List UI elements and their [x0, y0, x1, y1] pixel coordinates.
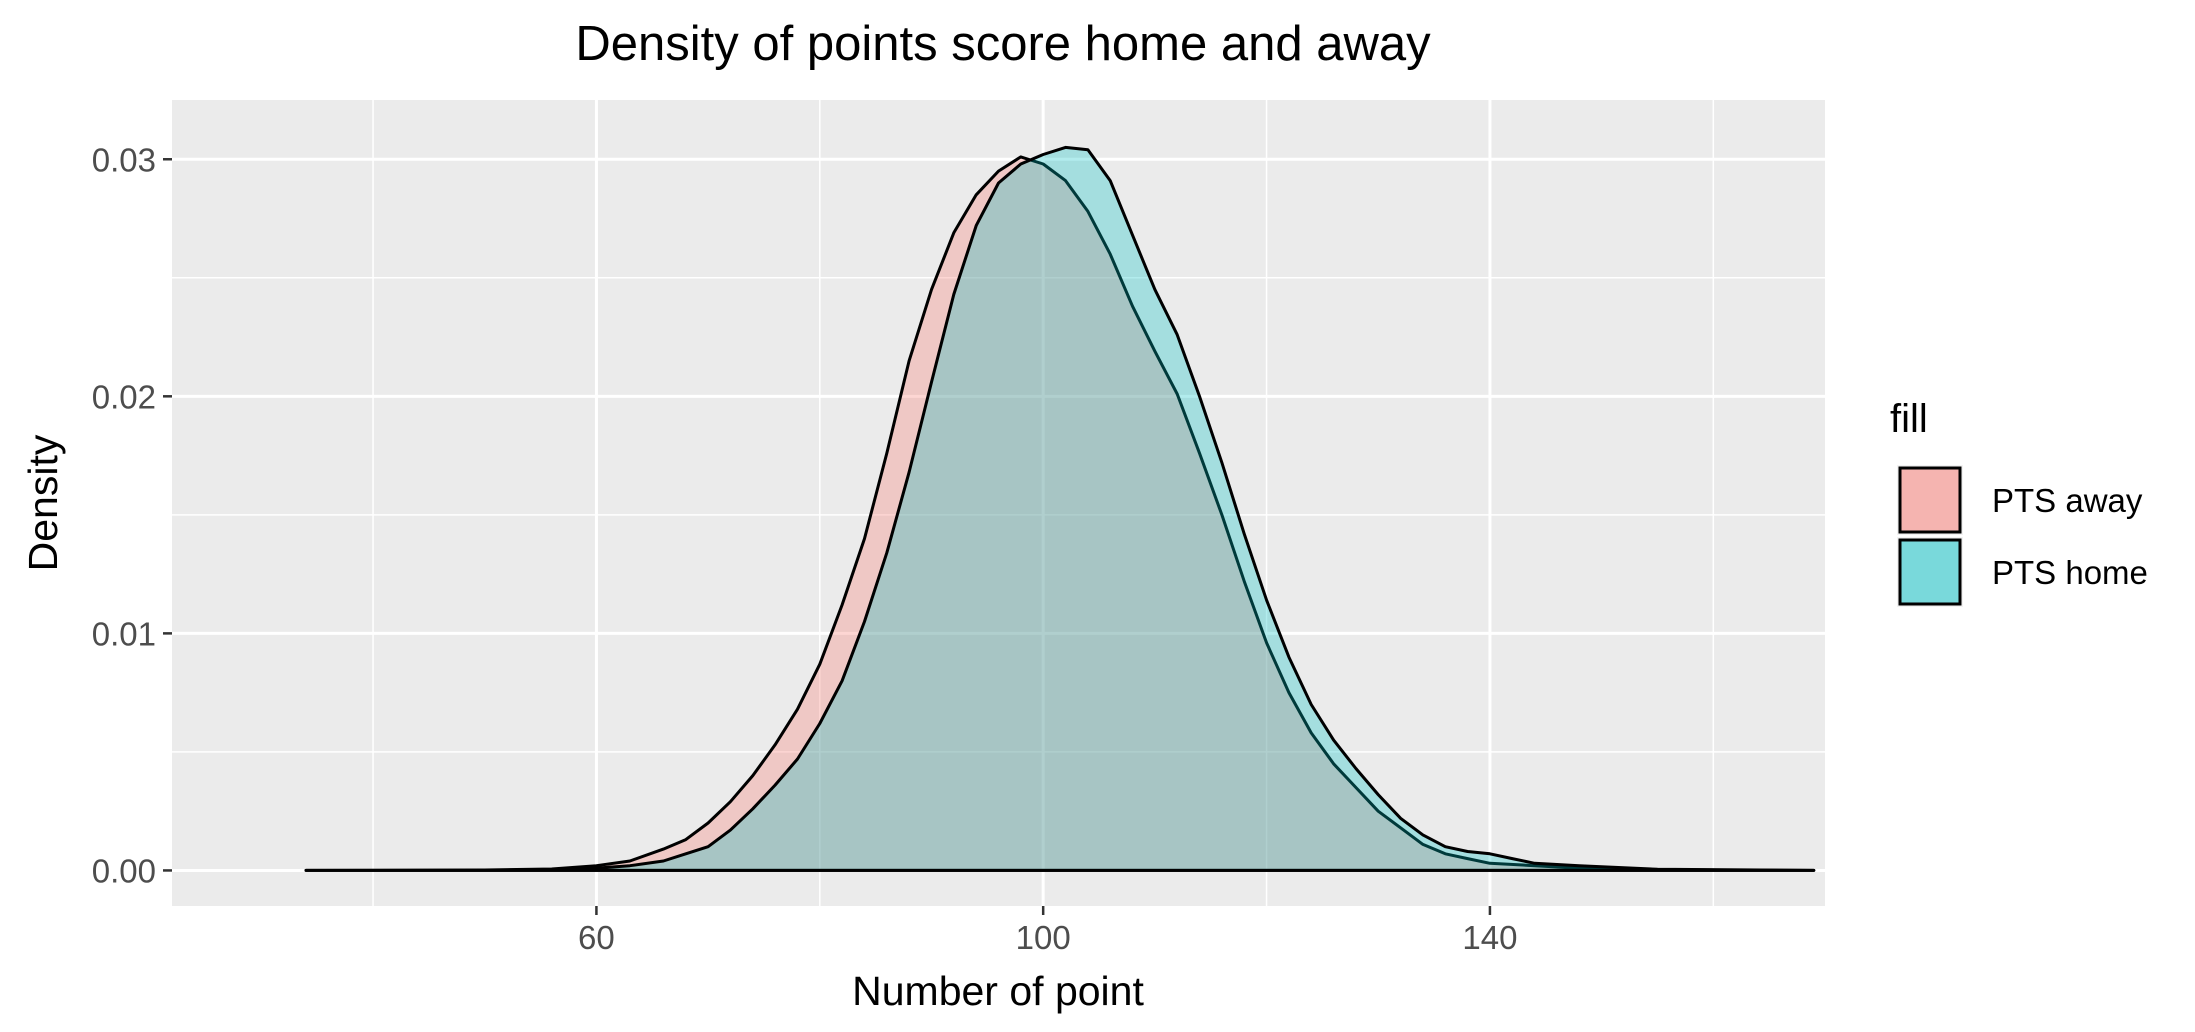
y-axis: 0.00 0.01 0.02 0.03 — [92, 141, 172, 889]
x-axis-title: Number of point — [852, 968, 1144, 1014]
x-tick-label: 60 — [578, 919, 615, 956]
density-area-1 — [304, 145, 1816, 872]
plot-panel — [172, 100, 1825, 906]
y-tick-label: 0.03 — [92, 141, 156, 178]
legend-swatch — [1898, 466, 1962, 534]
legend-label: PTS home — [1992, 554, 2148, 591]
legend-swatch — [1898, 538, 1962, 606]
y-tick-label: 0.00 — [92, 852, 156, 889]
density-series — [304, 145, 1816, 872]
chart-title: Density of points score home and away — [575, 17, 1431, 71]
legend-label: PTS away — [1992, 482, 2143, 519]
density-area-0 — [304, 155, 1816, 872]
x-axis: 60 100 140 — [578, 906, 1517, 956]
legend: fill PTS away PTS home — [1890, 397, 2148, 607]
x-tick-label: 100 — [1016, 919, 1071, 956]
legend-title: fill — [1890, 397, 1928, 441]
y-tick-label: 0.01 — [92, 615, 156, 652]
y-tick-label: 0.02 — [92, 378, 156, 415]
x-tick-label: 140 — [1462, 919, 1517, 956]
y-axis-title: Density — [20, 434, 66, 571]
